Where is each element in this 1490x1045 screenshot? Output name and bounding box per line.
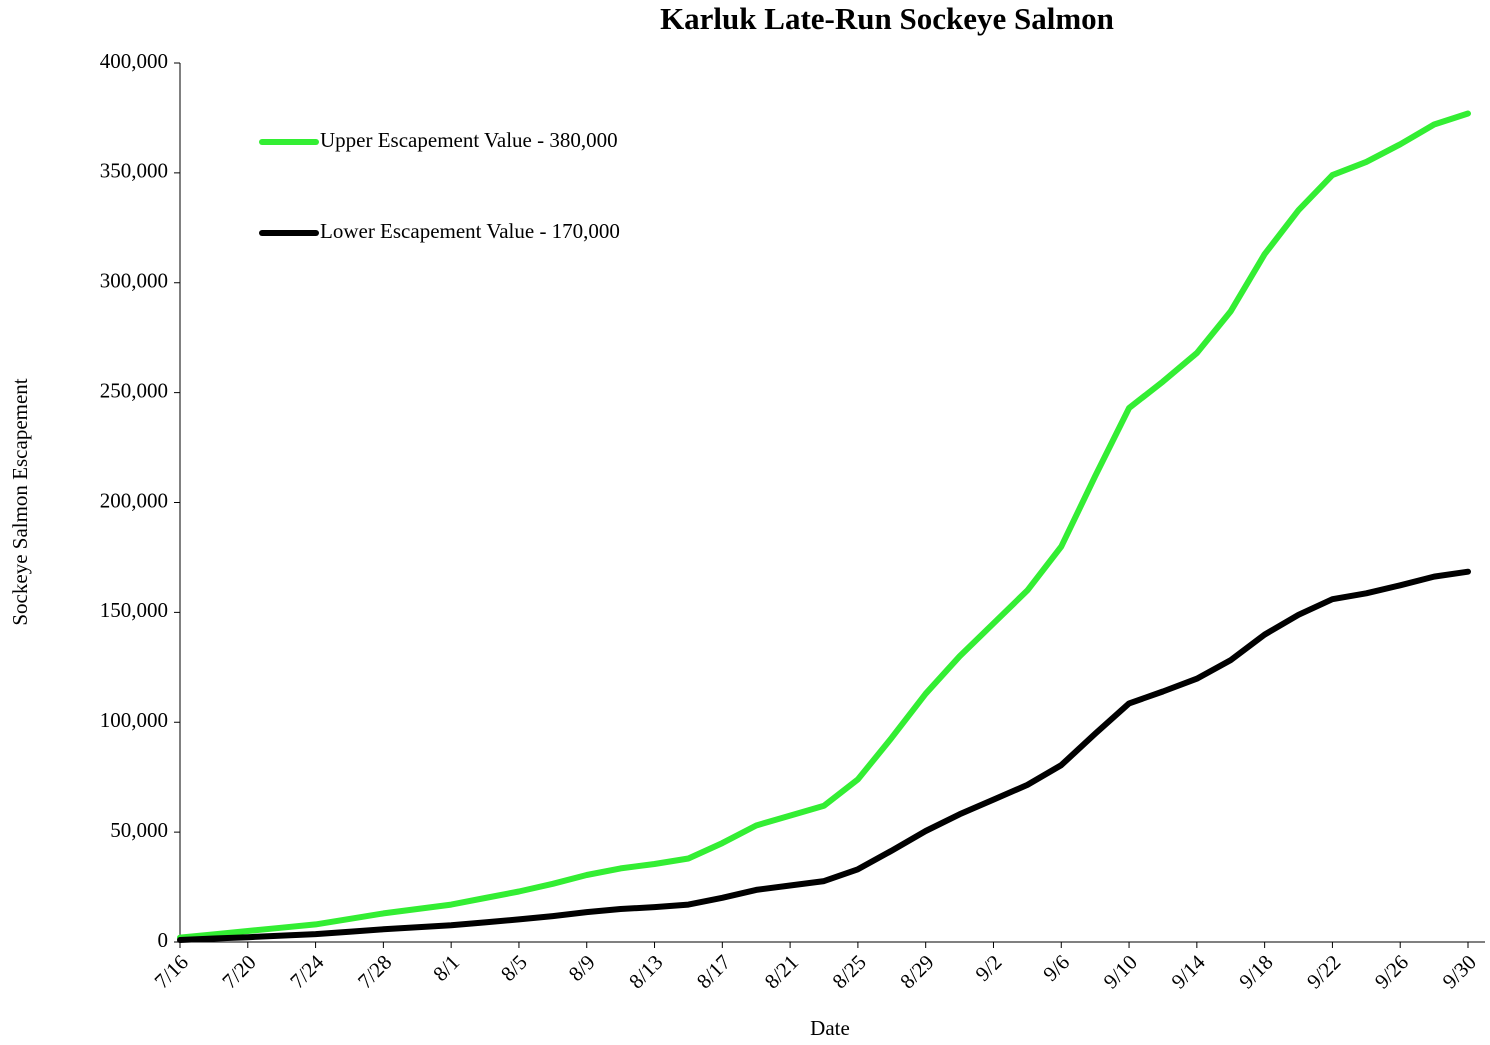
x-tick-label: 9/30 <box>1438 950 1481 993</box>
x-tick-label: 8/13 <box>624 950 667 993</box>
x-tick-label: 7/28 <box>353 950 396 993</box>
x-tick-label: 9/6 <box>1038 950 1074 986</box>
x-tick-label: 8/9 <box>564 950 600 986</box>
x-tick-label: 8/5 <box>496 950 532 986</box>
y-axis-label: Sockeye Salmon Escapement <box>8 378 32 625</box>
y-tick-label: 250,000 <box>100 378 168 402</box>
x-tick-label: 8/21 <box>760 950 803 993</box>
x-tick-label: 9/18 <box>1234 950 1277 993</box>
x-tick-label: 9/2 <box>970 950 1006 986</box>
y-tick-label: 0 <box>158 928 169 952</box>
x-tick-label: 9/14 <box>1166 950 1210 994</box>
legend-label: Upper Escapement Value - 380,000 <box>320 128 618 152</box>
chart-title: Karluk Late-Run Sockeye Salmon <box>660 1 1114 36</box>
x-tick-label: 9/10 <box>1099 950 1142 993</box>
x-tick-label: 9/22 <box>1302 950 1345 993</box>
y-tick-label: 350,000 <box>100 159 168 183</box>
x-tick-label: 7/20 <box>217 950 260 993</box>
y-tick-label: 200,000 <box>100 488 168 512</box>
series-line <box>177 568 1471 943</box>
y-tick-label: 300,000 <box>100 269 168 293</box>
series-line <box>177 110 1471 941</box>
x-tick-label: 8/25 <box>827 950 870 993</box>
y-tick-label: 100,000 <box>100 708 168 732</box>
x-tick-label: 8/1 <box>428 950 464 986</box>
legend-label: Lower Escapement Value - 170,000 <box>320 219 620 243</box>
x-axis-label: Date <box>810 1016 850 1040</box>
x-tick-label: 9/26 <box>1370 950 1413 993</box>
x-tick-label: 7/16 <box>150 950 193 993</box>
y-tick-label: 400,000 <box>100 49 168 73</box>
x-tick-label: 8/17 <box>692 950 735 993</box>
x-tick-label: 7/24 <box>285 950 329 994</box>
y-tick-label: 50,000 <box>110 818 168 842</box>
y-tick-label: 150,000 <box>100 598 168 622</box>
x-tick-label: 8/29 <box>895 950 938 993</box>
